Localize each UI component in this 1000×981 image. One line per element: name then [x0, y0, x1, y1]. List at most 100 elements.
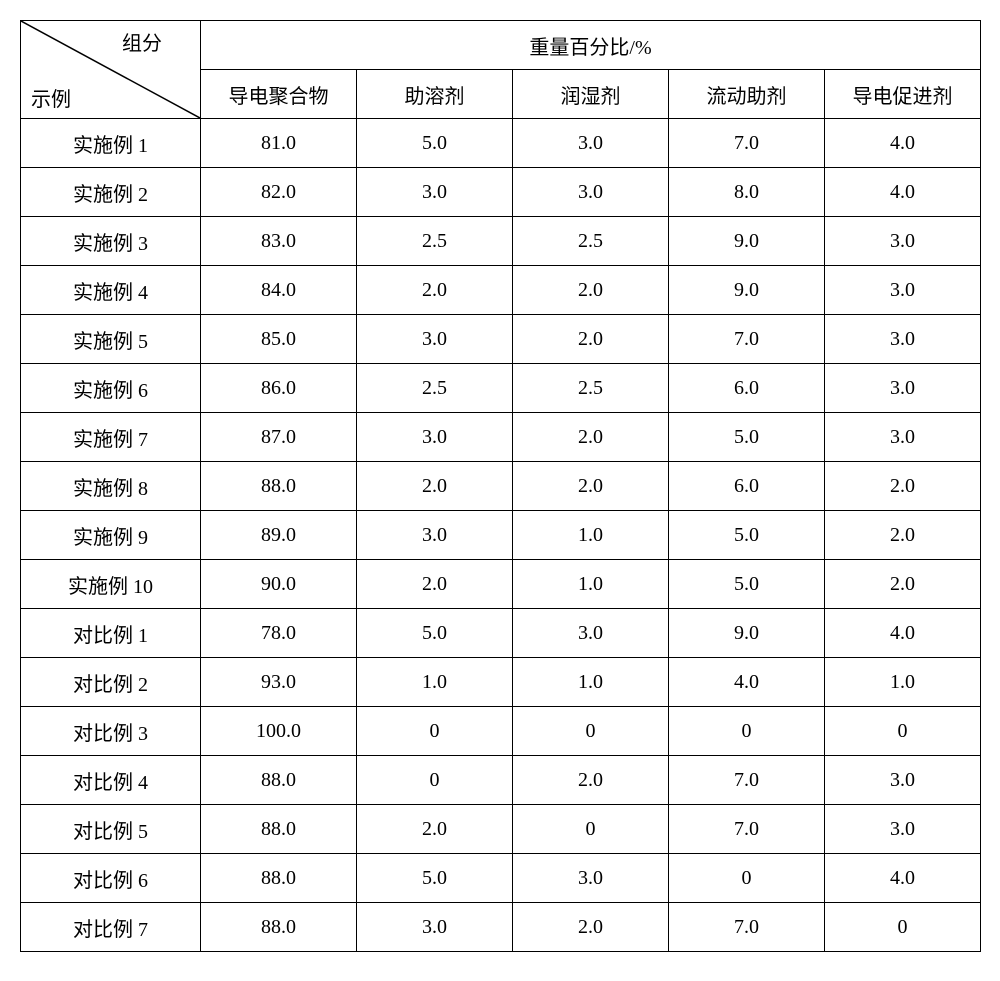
cell: 9.0	[669, 266, 825, 315]
cell: 3.0	[825, 756, 981, 805]
table-row: 对比例 688.05.03.004.0	[21, 854, 981, 903]
cell: 1.0	[513, 658, 669, 707]
cell: 3.0	[825, 364, 981, 413]
row-label: 实施例 9	[21, 511, 201, 560]
cell: 7.0	[669, 756, 825, 805]
row-label: 实施例 7	[21, 413, 201, 462]
row-label: 对比例 3	[21, 707, 201, 756]
cell: 0	[825, 707, 981, 756]
cell: 2.0	[357, 266, 513, 315]
cell: 2.0	[513, 462, 669, 511]
row-label: 对比例 2	[21, 658, 201, 707]
corner-label-bottom: 示例	[31, 83, 91, 112]
table-row: 实施例 383.02.52.59.03.0	[21, 217, 981, 266]
table-row: 实施例 181.05.03.07.04.0	[21, 119, 981, 168]
row-label: 实施例 5	[21, 315, 201, 364]
table-row: 实施例 282.03.03.08.04.0	[21, 168, 981, 217]
cell: 3.0	[513, 119, 669, 168]
cell: 3.0	[825, 266, 981, 315]
table-row: 实施例 1090.02.01.05.02.0	[21, 560, 981, 609]
row-label: 实施例 4	[21, 266, 201, 315]
cell: 2.0	[825, 511, 981, 560]
cell: 3.0	[513, 168, 669, 217]
cell: 0	[357, 756, 513, 805]
cell: 2.0	[513, 315, 669, 364]
col-header: 助溶剂	[357, 70, 513, 119]
cell: 0	[513, 805, 669, 854]
cell: 81.0	[201, 119, 357, 168]
cell: 0	[669, 707, 825, 756]
table-row: 对比例 293.01.01.04.01.0	[21, 658, 981, 707]
cell: 78.0	[201, 609, 357, 658]
cell: 3.0	[513, 609, 669, 658]
cell: 3.0	[825, 413, 981, 462]
cell: 1.0	[513, 511, 669, 560]
cell: 4.0	[825, 609, 981, 658]
cell: 88.0	[201, 805, 357, 854]
cell: 8.0	[669, 168, 825, 217]
corner-cell: 组分 示例	[21, 21, 201, 119]
cell: 3.0	[357, 315, 513, 364]
row-label: 对比例 5	[21, 805, 201, 854]
row-label: 实施例 10	[21, 560, 201, 609]
cell: 88.0	[201, 903, 357, 952]
row-label: 对比例 7	[21, 903, 201, 952]
cell: 7.0	[669, 315, 825, 364]
table-row: 实施例 888.02.02.06.02.0	[21, 462, 981, 511]
cell: 84.0	[201, 266, 357, 315]
composition-table: 组分 示例 重量百分比/% 导电聚合物 助溶剂 润湿剂 流动助剂 导电促进剂 实…	[20, 20, 981, 952]
cell: 2.5	[357, 217, 513, 266]
cell: 0	[669, 854, 825, 903]
row-label: 实施例 3	[21, 217, 201, 266]
cell: 5.0	[669, 413, 825, 462]
cell: 4.0	[825, 854, 981, 903]
cell: 88.0	[201, 462, 357, 511]
cell: 1.0	[825, 658, 981, 707]
cell: 1.0	[357, 658, 513, 707]
table-row: 实施例 484.02.02.09.03.0	[21, 266, 981, 315]
cell: 7.0	[669, 903, 825, 952]
table-row: 实施例 989.03.01.05.02.0	[21, 511, 981, 560]
table-row: 对比例 178.05.03.09.04.0	[21, 609, 981, 658]
row-label: 对比例 1	[21, 609, 201, 658]
cell: 7.0	[669, 805, 825, 854]
cell: 3.0	[357, 168, 513, 217]
row-label: 实施例 6	[21, 364, 201, 413]
cell: 2.5	[513, 364, 669, 413]
cell: 5.0	[669, 511, 825, 560]
cell: 2.0	[357, 560, 513, 609]
cell: 2.5	[357, 364, 513, 413]
cell: 2.0	[357, 462, 513, 511]
cell: 3.0	[357, 413, 513, 462]
cell: 0	[825, 903, 981, 952]
row-label: 对比例 6	[21, 854, 201, 903]
cell: 3.0	[825, 217, 981, 266]
table-row: 对比例 488.002.07.03.0	[21, 756, 981, 805]
row-label: 对比例 4	[21, 756, 201, 805]
cell: 1.0	[513, 560, 669, 609]
cell: 2.0	[357, 805, 513, 854]
cell: 0	[357, 707, 513, 756]
cell: 2.0	[513, 266, 669, 315]
cell: 89.0	[201, 511, 357, 560]
table-row: 实施例 585.03.02.07.03.0	[21, 315, 981, 364]
col-header: 导电聚合物	[201, 70, 357, 119]
corner-label-top: 组分	[102, 27, 182, 56]
cell: 100.0	[201, 707, 357, 756]
table-row: 对比例 588.02.007.03.0	[21, 805, 981, 854]
cell: 7.0	[669, 119, 825, 168]
cell: 85.0	[201, 315, 357, 364]
cell: 4.0	[825, 168, 981, 217]
table-row: 对比例 788.03.02.07.00	[21, 903, 981, 952]
cell: 86.0	[201, 364, 357, 413]
cell: 2.0	[825, 560, 981, 609]
cell: 93.0	[201, 658, 357, 707]
row-label: 实施例 8	[21, 462, 201, 511]
cell: 2.0	[513, 903, 669, 952]
cell: 6.0	[669, 462, 825, 511]
cell: 2.0	[513, 413, 669, 462]
cell: 5.0	[669, 560, 825, 609]
table-row: 对比例 3100.00000	[21, 707, 981, 756]
cell: 5.0	[357, 854, 513, 903]
cell: 88.0	[201, 854, 357, 903]
